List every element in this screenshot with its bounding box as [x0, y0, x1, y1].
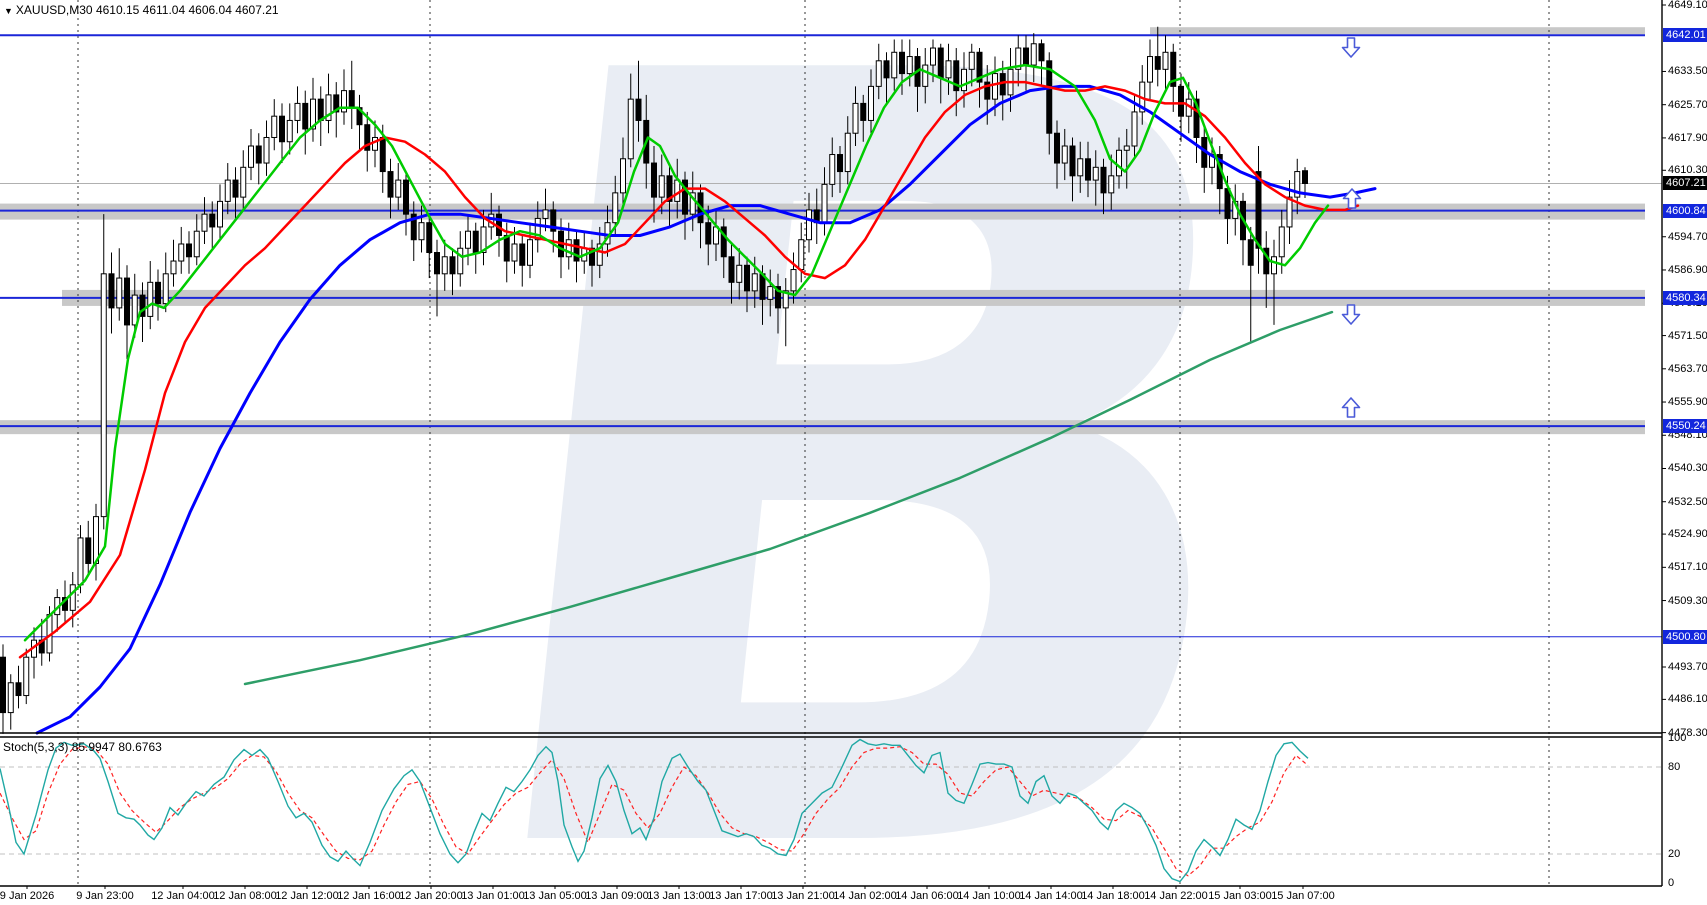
stoch-indicator-label: Stoch(5,3,3) 85.9947 80.6763 — [3, 740, 162, 754]
price-tick-label: 4563.70 — [1668, 362, 1707, 375]
price-tick-label: 4617.90 — [1668, 131, 1707, 144]
broker-watermark: B — [404, 0, 1342, 905]
time-axis-label: 13 Jan 21:00 — [771, 890, 835, 902]
time-axis-label: 12 Jan 04:00 — [151, 890, 215, 902]
current-price-label: 4607.21 — [1663, 176, 1707, 191]
signal-arrow-up[interactable] — [1342, 188, 1362, 209]
time-axis-label: 13 Jan 01:00 — [461, 890, 525, 902]
price-tick-label: 4571.50 — [1668, 329, 1707, 342]
price-tick-label: 4633.50 — [1668, 65, 1707, 78]
price-tick-label: 4532.50 — [1668, 495, 1707, 508]
price-tick-label: 4524.90 — [1668, 528, 1707, 541]
sr-zone-band[interactable] — [1150, 27, 1645, 35]
stoch-tick-label: 100 — [1668, 732, 1687, 744]
price-tick-label: 4649.10 — [1668, 0, 1707, 11]
ohlc-readout: 4610.15 4611.04 4606.04 4607.21 — [95, 3, 279, 17]
stoch-tick-label: 0 — [1668, 877, 1675, 889]
price-tick-label: 4594.70 — [1668, 230, 1707, 243]
time-axis-label: 13 Jan 09:00 — [585, 890, 649, 902]
ma-long-trend — [243, 310, 1334, 686]
time-axis-label: 12 Jan 20:00 — [399, 890, 463, 902]
ma-fast-green — [23, 63, 1330, 642]
ma-mid-red — [18, 80, 1360, 659]
time-axis-label: 14 Jan 18:00 — [1081, 890, 1145, 902]
time-axis-label: 14 Jan 06:00 — [895, 890, 959, 902]
price-tick-label: 4610.30 — [1668, 164, 1707, 177]
price-tick-label: 4625.70 — [1668, 98, 1707, 111]
time-axis-label: 9 Jan 2026 — [0, 890, 55, 902]
price-tick-label: 4540.30 — [1668, 462, 1707, 475]
stoch-tick-label: 80 — [1668, 761, 1681, 773]
level-price-label: 4642.01 — [1663, 28, 1707, 43]
price-tick-label: 4517.10 — [1668, 561, 1707, 574]
time-axis-label: 12 Jan 08:00 — [213, 890, 277, 902]
signal-arrow-up[interactable] — [1341, 397, 1361, 418]
price-tick-label: 4478.30 — [1668, 726, 1707, 739]
ma-slow-blue — [35, 84, 1377, 735]
stoch-tick-label: 20 — [1668, 848, 1681, 860]
time-axis-label: 14 Jan 22:00 — [1144, 890, 1208, 902]
level-price-label: 4500.80 — [1663, 629, 1707, 644]
time-axis-label: 13 Jan 17:00 — [709, 890, 773, 902]
time-axis-label: 12 Jan 16:00 — [337, 890, 401, 902]
time-axis-label: 14 Jan 14:00 — [1019, 890, 1083, 902]
level-price-label: 4580.34 — [1663, 290, 1707, 305]
signal-arrow-down[interactable] — [1341, 304, 1361, 325]
price-tick-label: 4586.90 — [1668, 263, 1707, 276]
price-tick-label: 4486.10 — [1668, 693, 1707, 706]
signal-arrow-down[interactable] — [1341, 37, 1361, 58]
price-tick-label: 4555.90 — [1668, 396, 1707, 409]
time-axis-label: 12 Jan 12:00 — [275, 890, 339, 902]
stoch-main-line — [0, 738, 1309, 883]
price-tick-label: 4493.70 — [1668, 661, 1707, 673]
time-axis-label: 15 Jan 03:00 — [1208, 890, 1272, 902]
symbol-dropdown-icon[interactable]: ▼ — [4, 6, 13, 16]
level-price-label: 4600.84 — [1663, 203, 1707, 218]
time-axis-label: 13 Jan 05:00 — [523, 890, 587, 902]
time-axis-label: 9 Jan 23:00 — [76, 890, 134, 902]
time-axis-label: 14 Jan 10:00 — [957, 890, 1021, 902]
level-price-label: 4550.24 — [1663, 419, 1707, 434]
stoch-signal-line — [0, 746, 1309, 877]
price-tick-label: 4509.30 — [1668, 594, 1707, 607]
time-axis-label: 15 Jan 07:00 — [1271, 890, 1335, 902]
chart-title: ▼ XAUUSD,M30 4610.15 4611.04 4606.04 4607… — [4, 3, 279, 17]
time-axis-label: 14 Jan 02:00 — [833, 890, 897, 902]
time-axis-label: 13 Jan 13:00 — [647, 890, 711, 902]
symbol-period-label: XAUUSD,M30 — [15, 3, 93, 17]
